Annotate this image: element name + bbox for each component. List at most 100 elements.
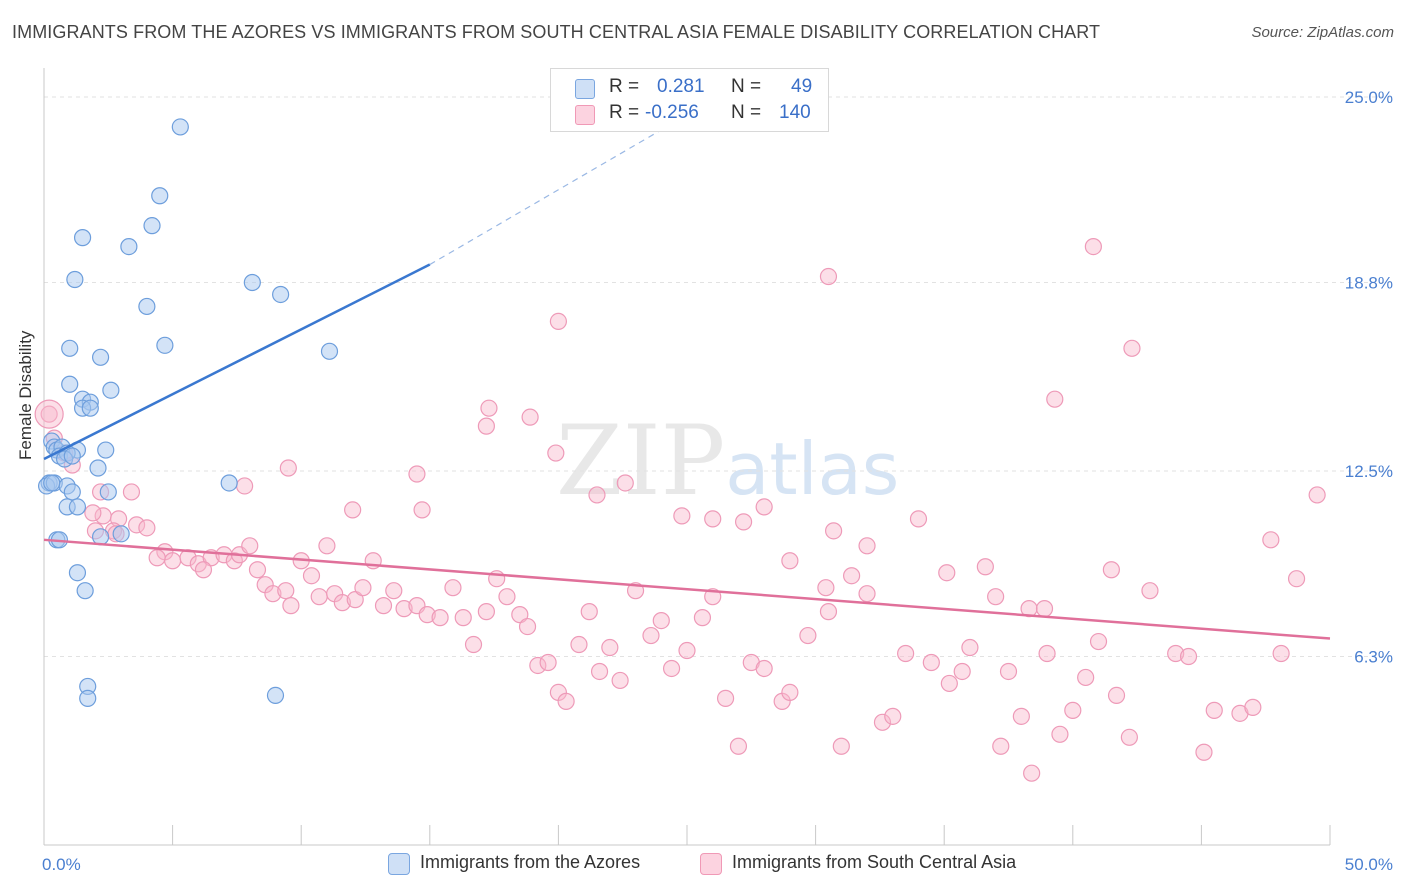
point-south-central-asia (477, 603, 495, 621)
point-south-central-asia (279, 459, 297, 477)
zipatlas-watermark: ZIPatlas (556, 405, 899, 517)
point-south-central-asia (704, 510, 722, 528)
point-south-central-asia (194, 561, 213, 579)
point-south-central-asia (616, 474, 634, 492)
point-south-central-asia (799, 626, 817, 645)
point-south-central-asia (1038, 644, 1056, 663)
chart-title: IMMIGRANTS FROM THE AZORES VS IMMIGRANTS… (12, 22, 1101, 42)
point-south-central-asia (480, 399, 498, 417)
point-south-central-asia (374, 597, 393, 615)
legend-n-value: 140 (779, 102, 811, 123)
series-azores (37, 118, 339, 707)
point-azores (68, 498, 87, 516)
point-south-central-asia (282, 597, 300, 615)
axes (43, 68, 1331, 846)
point-south-central-asia (755, 498, 773, 516)
point-azores (97, 441, 115, 459)
grid-lines (44, 96, 1395, 658)
point-south-central-asia (1287, 570, 1306, 588)
point-south-central-asia (819, 603, 838, 621)
point-south-central-asia (662, 659, 681, 678)
point-south-central-asia (1123, 339, 1141, 357)
point-south-central-asia (395, 600, 413, 618)
point-azores (63, 447, 81, 465)
point-south-central-asia (601, 638, 619, 657)
point-south-central-asia (843, 567, 861, 585)
point-azores (171, 118, 189, 136)
point-south-central-asia (122, 483, 141, 501)
point-south-central-asia (164, 552, 182, 570)
point-south-central-asia (1262, 531, 1280, 549)
point-azores (79, 689, 97, 707)
watermark-zip: ZIP (556, 405, 726, 517)
point-south-central-asia (992, 737, 1010, 755)
point-south-central-asia (961, 638, 979, 657)
point-south-central-asia (825, 522, 843, 540)
y-tick-label: 25.0% (1345, 88, 1393, 107)
legend-r-value: -0.256 (645, 102, 699, 123)
legend-n-label: N = (731, 76, 762, 97)
point-south-central-asia (1035, 600, 1054, 618)
bottom-legend-label-azores: Immigrants from the Azores (420, 852, 641, 872)
legend-swatch-south-central-asia (575, 105, 595, 125)
point-south-central-asia (248, 561, 267, 579)
point-azores (66, 270, 84, 289)
point-south-central-asia (310, 588, 328, 606)
point-south-central-asia (549, 312, 568, 330)
point-south-central-asia (938, 564, 956, 582)
point-south-central-asia (498, 588, 516, 606)
point-azores (151, 187, 169, 205)
point-south-central-asia (590, 662, 609, 681)
point-south-central-asia (236, 477, 254, 495)
legend-swatch-azores (575, 79, 595, 99)
point-azores (73, 229, 92, 247)
x-tick-label: 50.0% (1345, 855, 1393, 874)
point-south-central-asia (1012, 707, 1030, 725)
point-south-central-asia (729, 737, 748, 755)
point-south-central-asia (454, 609, 472, 627)
point-azores (61, 375, 79, 393)
point-south-central-asia (264, 585, 282, 603)
point-south-central-asia (1308, 486, 1326, 504)
point-south-central-asia (897, 644, 915, 663)
point-south-central-asia (547, 444, 565, 462)
x-tick-label: 0.0% (42, 855, 81, 874)
point-south-central-asia (138, 519, 156, 537)
tick-labels: 6.3% 12.5% 18.8% 25.0% 0.0% 50.0% (42, 88, 1393, 874)
point-south-central-asia (529, 656, 547, 675)
point-azores (61, 339, 79, 357)
point-south-central-asia (1102, 561, 1120, 579)
point-south-central-asia (511, 606, 529, 624)
point-south-central-asia (781, 552, 799, 570)
point-south-central-asia (1046, 390, 1064, 408)
point-south-central-asia (539, 653, 557, 672)
y-tick-label: 18.8% (1345, 274, 1393, 293)
point-south-central-asia (333, 594, 351, 612)
point-azores (91, 528, 110, 546)
point-south-central-asia (611, 671, 629, 690)
point-south-central-asia (652, 611, 670, 630)
point-south-central-asia (413, 501, 431, 519)
point-south-central-asia (477, 417, 495, 435)
point-south-central-asia (84, 504, 102, 522)
point-south-central-asia (588, 486, 606, 504)
point-south-central-asia (385, 582, 403, 600)
y-tick-label: 6.3% (1354, 648, 1393, 667)
legend-n-label: N = (731, 102, 762, 123)
point-azores (243, 273, 261, 292)
point-south-central-asia (318, 537, 336, 555)
point-south-central-asia (408, 465, 426, 483)
point-south-central-asia (819, 267, 838, 286)
point-south-central-asia (148, 549, 166, 567)
point-south-central-asia (346, 591, 364, 609)
point-azores (266, 686, 285, 705)
point-south-central-asia (570, 635, 588, 654)
series-south-central-asia (34, 238, 1326, 782)
point-south-central-asia (673, 507, 691, 525)
legend-r-label: R = (609, 102, 640, 123)
point-south-central-asia (884, 707, 902, 725)
point-south-central-asia (431, 609, 449, 627)
point-south-central-asia (1195, 743, 1213, 761)
point-azores (68, 564, 87, 582)
point-south-central-asia (858, 585, 876, 603)
